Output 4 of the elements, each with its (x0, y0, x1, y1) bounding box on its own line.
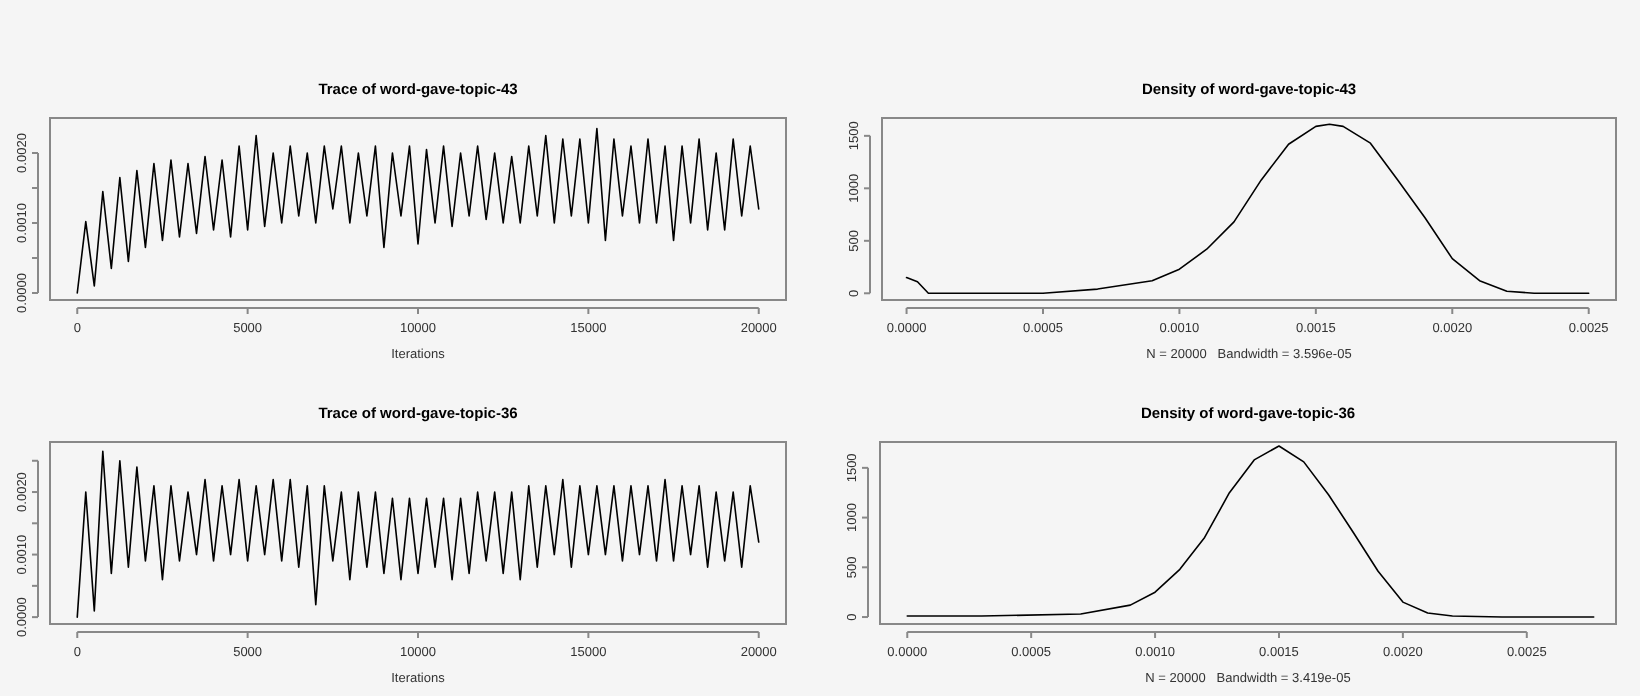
line-series (76, 127, 760, 294)
line-series (905, 123, 1590, 295)
line-series (76, 450, 760, 618)
line-series (906, 445, 1595, 618)
